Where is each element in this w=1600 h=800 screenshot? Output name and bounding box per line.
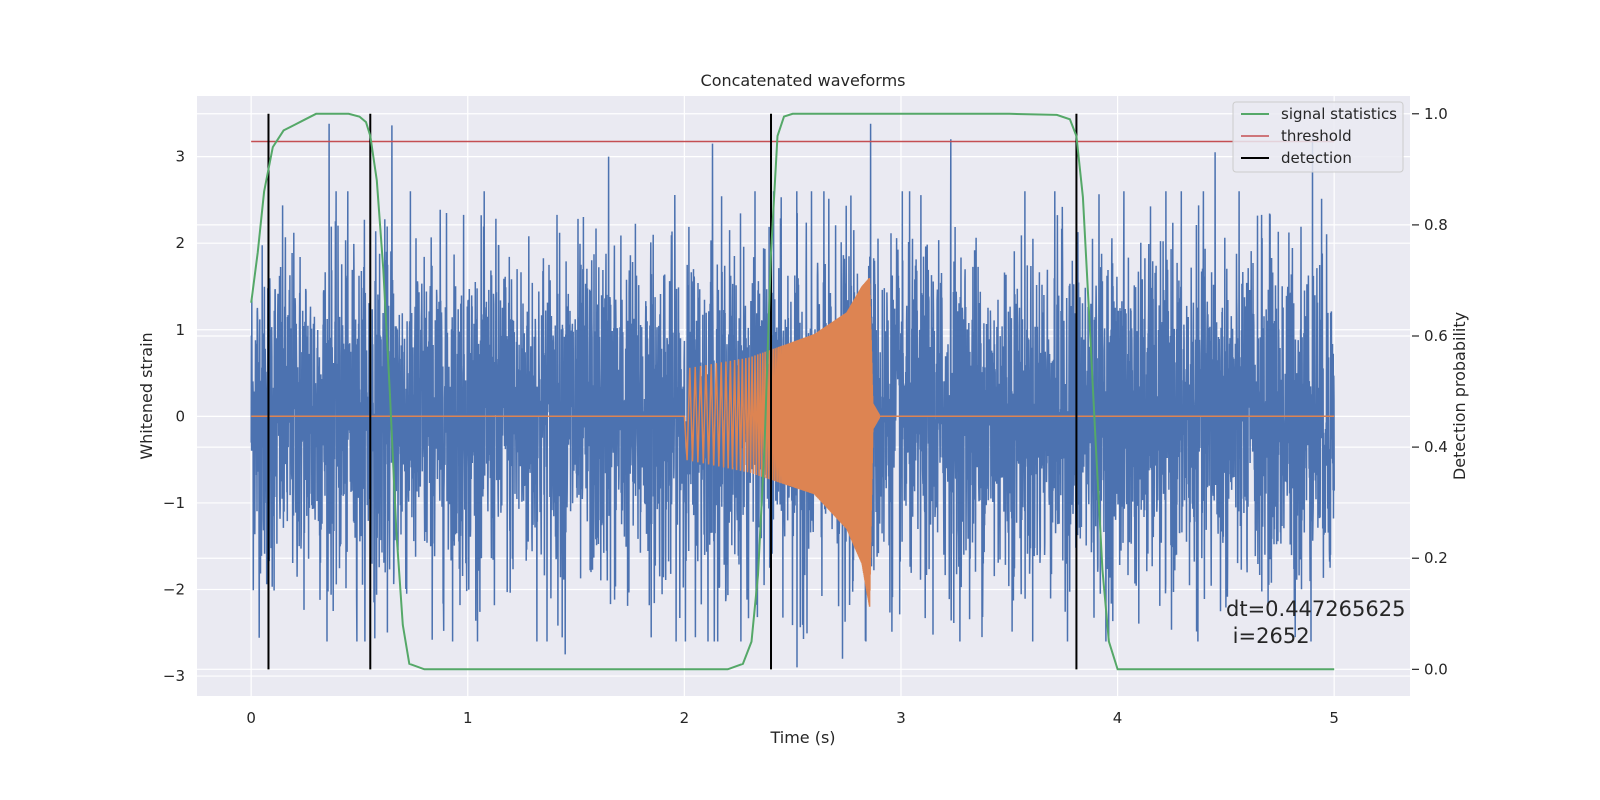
x-tick-label: 0 <box>246 709 256 727</box>
x-tick-label: 2 <box>680 709 690 727</box>
injection-series-line <box>251 277 1335 607</box>
y2-tick-label: 0.8 <box>1424 216 1448 234</box>
detection-lines <box>267 113 1078 670</box>
chart-title: Concatenated waveforms <box>701 71 906 90</box>
y2-axis-ticks: 0.0 0.2 0.4 0.6 0.8 1.0 <box>1412 105 1448 678</box>
y2-tick-label: 0.6 <box>1424 327 1448 345</box>
y-tick-label: 1 <box>175 321 185 339</box>
annotation-line-1: dt=0.447265625 <box>1226 597 1405 621</box>
legend-label-threshold: threshold <box>1281 127 1352 145</box>
annotation-line-2: i=2652 <box>1226 624 1310 648</box>
x-tick-label: 4 <box>1113 709 1123 727</box>
y-tick-label: −3 <box>163 667 185 685</box>
y-axis-ticks: −3 −2 −1 0 1 2 3 <box>163 148 185 685</box>
y-tick-label: 2 <box>175 234 185 252</box>
plot-content <box>250 112 1335 671</box>
legend-label-detection: detection <box>1281 149 1352 167</box>
y-tick-label: 0 <box>175 407 185 425</box>
x-axis-label: Time (s) <box>769 728 835 747</box>
x-tick-label: 3 <box>896 709 906 727</box>
y2-tick-label: 0.0 <box>1424 660 1448 678</box>
y2-axis-label: Detection probability <box>1450 312 1469 480</box>
y2-tick-label: 0.2 <box>1424 549 1448 567</box>
y-tick-label: 3 <box>175 148 185 166</box>
signal-statistics-line <box>250 112 1335 671</box>
y2-tick-label: 0.4 <box>1424 438 1448 456</box>
legend-label-statistic: signal statistics <box>1281 105 1397 123</box>
x-tick-label: 5 <box>1329 709 1339 727</box>
y2-tick-label: 1.0 <box>1424 105 1448 123</box>
y-tick-label: −1 <box>163 494 185 512</box>
y-tick-label: −2 <box>163 581 185 599</box>
x-tick-label: 1 <box>463 709 473 727</box>
annotation: dt=0.447265625 i=2652 <box>1226 597 1405 648</box>
y-axis-label: Whitened strain <box>137 332 156 459</box>
x-axis-ticks: 0 1 2 3 4 5 <box>246 709 1339 727</box>
legend-box <box>1232 101 1404 173</box>
legend: signal statistics threshold detection <box>1232 101 1404 173</box>
